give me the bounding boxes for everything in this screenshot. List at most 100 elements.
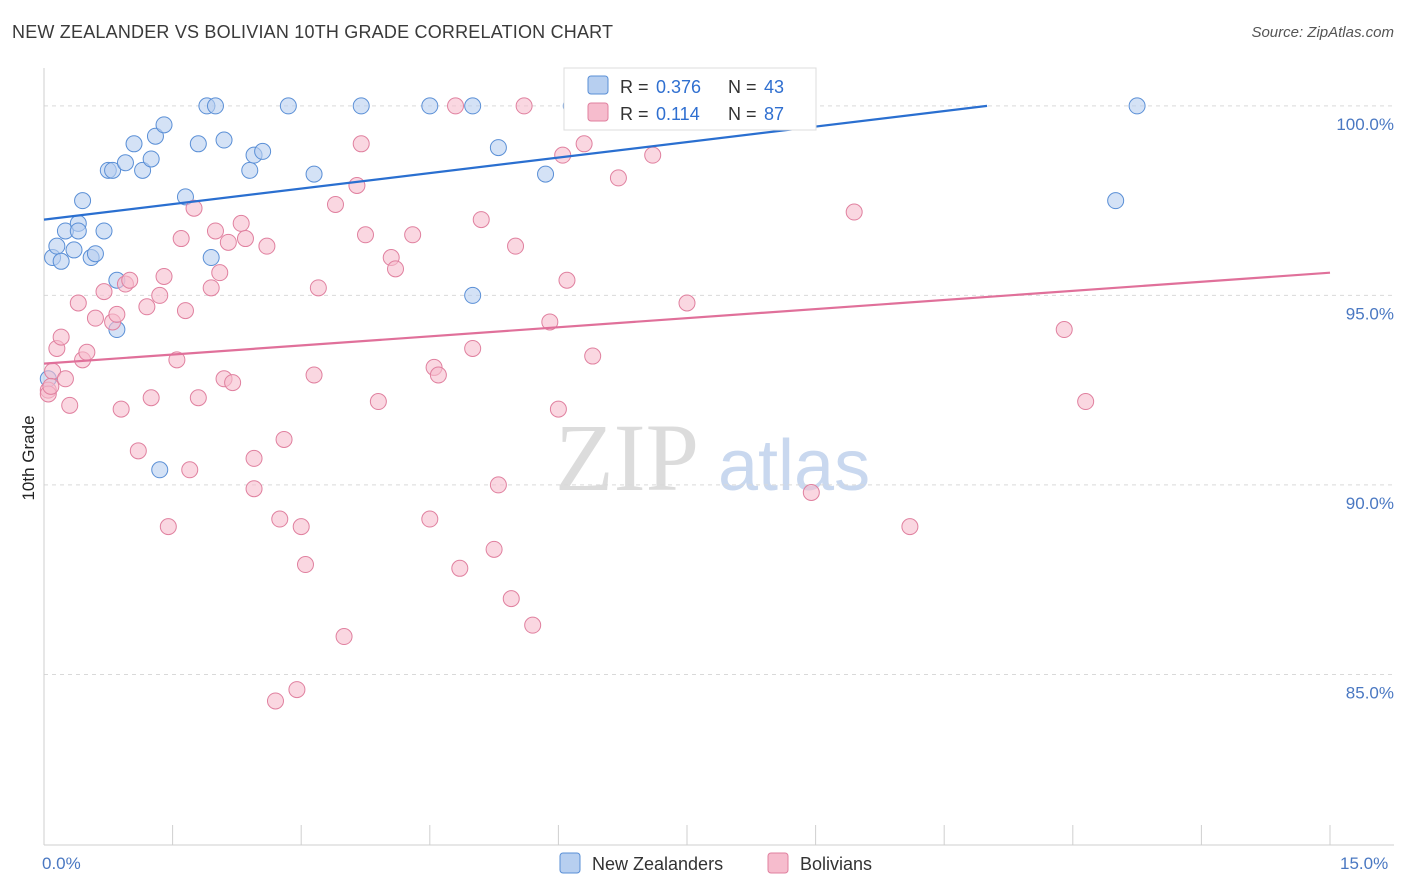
bo-point-49: [348, 176, 366, 194]
bo-point-20: [155, 267, 173, 285]
nz-point-10: [104, 161, 122, 179]
bo-point-21: [159, 518, 177, 536]
bo-point-17: [138, 298, 156, 316]
bo-point-73: [575, 135, 593, 153]
bo-point-82: [901, 518, 919, 536]
nz-point-13: [134, 161, 152, 179]
bo-point-81: [845, 203, 863, 221]
x-tick-label-right: 15.0%: [1340, 854, 1388, 873]
nz-point-34: [1128, 97, 1146, 115]
bo-point-8: [78, 343, 96, 361]
bo-point-71: [554, 146, 572, 164]
bo-point-39: [266, 692, 284, 710]
bo-point-29: [206, 222, 224, 240]
bottom-legend-label-nz: New Zealanders: [592, 854, 723, 874]
bo-point-61: [464, 339, 482, 357]
axes: [43, 68, 1394, 846]
watermark-atlas: atlas: [718, 426, 870, 506]
y-tick-label-2: 95.0%: [1346, 304, 1394, 323]
bottom-legend-swatch-nz: [559, 852, 581, 874]
nz-point-27: [352, 97, 370, 115]
nz-point-38: [151, 461, 169, 479]
chart-title: NEW ZEALANDER VS BOLIVIAN 10TH GRADE COR…: [12, 22, 614, 42]
bo-point-60: [451, 559, 469, 577]
nz-point-42: [69, 222, 87, 240]
stats-legend: R = 0.376 N = 43 R = 0.114 N = 87: [563, 67, 817, 131]
nz-point-12: [125, 135, 143, 153]
nz-point-6: [74, 192, 92, 210]
bo-point-47: [326, 195, 344, 213]
bo-point-22: [168, 351, 186, 369]
y-tick-label-3: 100.0%: [1336, 115, 1394, 134]
bo-point-48: [335, 628, 353, 646]
bo-point-58: [429, 366, 447, 384]
nz-point-39: [202, 249, 220, 267]
bo-point-62: [472, 211, 490, 229]
bo-point-69: [541, 313, 559, 331]
y-tick-label-0: 85.0%: [1346, 683, 1394, 702]
bo-point-24: [176, 302, 194, 320]
bo-point-72: [558, 271, 576, 289]
bo-point-26: [185, 199, 203, 217]
bo-point-84: [1077, 393, 1095, 411]
legend-nz-n-label: N =: [728, 77, 757, 97]
nz-point-17: [176, 188, 194, 206]
bo-point-68: [524, 616, 542, 634]
bo-point-4: [56, 370, 74, 388]
bo-point-19: [151, 286, 169, 304]
bo-point-38: [258, 237, 276, 255]
nz-point-15: [146, 127, 164, 145]
legend-bo-r-value: 0.114: [656, 104, 700, 124]
bo-point-51: [357, 226, 374, 244]
gridlines: [44, 105, 1394, 675]
legend-nz-n-value: 43: [764, 77, 784, 97]
bo-point-44: [296, 556, 314, 574]
bo-point-65: [502, 590, 520, 608]
bo-point-74: [584, 347, 602, 365]
nz-point-2: [52, 252, 70, 270]
bo-point-28: [202, 279, 220, 297]
legend-swatch-bo: [587, 102, 609, 122]
bo-point-77: [644, 146, 662, 164]
bo-point-43: [292, 518, 310, 536]
bottom-legend-label-bo: Bolivians: [800, 854, 872, 874]
series-bolivians: [39, 97, 1095, 710]
bo-point-16: [129, 442, 147, 460]
bo-point-27: [189, 389, 207, 407]
bo-point-3: [52, 328, 70, 346]
legend-nz-r-label: R =: [620, 77, 649, 97]
watermark-zip: ZIP: [555, 404, 699, 511]
nz-point-22: [241, 161, 259, 179]
trend-lines: [43, 104, 1331, 365]
legend-nz-r-value: 0.376: [656, 77, 701, 97]
bottom-legend-swatch-bo: [767, 852, 789, 874]
bo-point-30: [211, 264, 229, 282]
legend-swatch-nz: [587, 75, 609, 95]
nz-point-4: [65, 241, 83, 259]
bo-point-63: [485, 540, 503, 558]
nz-point-41: [95, 222, 113, 240]
bo-point-35: [236, 230, 254, 248]
bo-point-50: [352, 135, 370, 153]
bo-point-13: [112, 400, 130, 418]
bo-point-64: [489, 476, 507, 494]
legend-bo-n-value: 87: [764, 104, 784, 124]
bo-point-15: [121, 271, 139, 289]
nz-point-1: [48, 237, 66, 255]
nz-point-25: [279, 97, 297, 115]
nz-trend-line: [43, 104, 988, 221]
nz-point-40: [464, 286, 482, 304]
bo-point-45: [305, 366, 323, 384]
nz-point-16: [155, 116, 173, 134]
bo-point-59: [447, 97, 465, 115]
nz-point-29: [464, 97, 482, 115]
bo-point-83: [1055, 321, 1073, 339]
bo-point-42: [288, 681, 306, 699]
bo-point-55: [404, 226, 422, 244]
bo-point-40: [271, 510, 289, 528]
nz-point-14: [142, 150, 160, 168]
legend-bo-r-label: R =: [620, 104, 649, 124]
nz-point-33: [1107, 192, 1125, 210]
bo-point-25: [181, 461, 199, 479]
